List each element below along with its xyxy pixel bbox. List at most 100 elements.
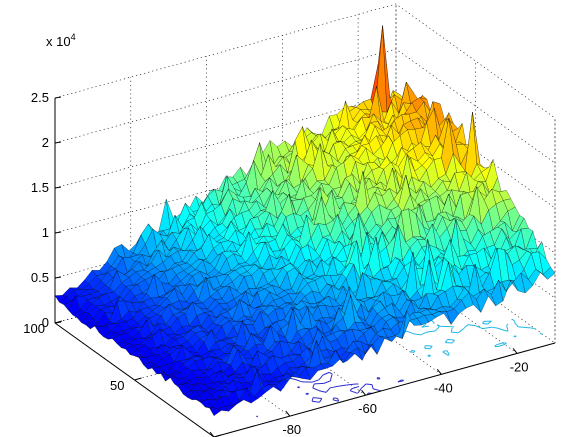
contour-segment (371, 384, 374, 389)
contour-segment (330, 374, 333, 379)
x-tick-mark (361, 389, 366, 396)
tick-labels: 00.511.522.5-100-80-60-40-20050100 (23, 90, 528, 437)
contour-segment (491, 326, 498, 329)
z-tick-label: 1.5 (31, 180, 49, 195)
z-axis-multiplier: x 104 (46, 32, 76, 49)
contour-segment (351, 385, 360, 390)
z-tick-mark (54, 141, 62, 144)
contour-segment (321, 374, 324, 377)
contour-segment (503, 342, 507, 344)
contour-segment (313, 397, 322, 400)
z-tick-label: 1 (42, 225, 49, 240)
contour-segment (349, 388, 353, 392)
y-tick-mark (54, 320, 63, 324)
contour-segment (365, 383, 373, 386)
contour-segment (450, 327, 453, 333)
axes-box (54, 96, 556, 437)
contour-segment (474, 325, 482, 329)
contour-segment (311, 400, 320, 403)
contour-segment (495, 342, 504, 346)
contour-segment (311, 379, 320, 383)
contour-segment (333, 397, 338, 400)
z-tick-mark (54, 231, 62, 234)
contour-segment (357, 387, 362, 394)
contour-segment (372, 388, 382, 392)
contour-segment (346, 383, 356, 386)
contour-segment (451, 339, 455, 344)
surface-mesh (54, 25, 556, 417)
contour-segment (349, 390, 358, 394)
contour-segment (444, 339, 448, 343)
contour-segment (305, 392, 308, 395)
contour-segment (295, 379, 301, 382)
contour-segment (506, 323, 509, 326)
contour-segment (325, 387, 331, 393)
contour-segment (435, 326, 440, 332)
contour-segment (330, 385, 339, 389)
contour-segment (482, 321, 485, 324)
contour-segment (467, 324, 476, 327)
z-tick-label: 0 (42, 315, 49, 330)
contour-segment (522, 326, 531, 329)
contour-segment (323, 380, 331, 384)
contour-segment (311, 397, 314, 402)
contour-segment (512, 319, 515, 322)
contour-segment (446, 350, 450, 355)
contour-segment (514, 322, 519, 328)
x-tick-mark (436, 369, 442, 375)
contour-segment (458, 328, 464, 334)
contour-segment (420, 331, 428, 336)
z-tick-mark (54, 96, 62, 99)
contour-segment (332, 397, 335, 401)
contour-segment (424, 345, 426, 349)
contour-segment (425, 345, 433, 347)
contour-segment (494, 344, 497, 347)
contour-segment (421, 323, 427, 328)
contour-segment (312, 383, 315, 389)
contour-segment (397, 379, 402, 383)
contour-segment (337, 398, 340, 402)
contour-segment (497, 327, 505, 331)
contour-segment (413, 333, 421, 336)
y-tick-label: 50 (110, 378, 124, 393)
contour-segment (406, 330, 414, 335)
contour-segment (426, 330, 436, 333)
contour-segment (483, 326, 492, 330)
contour-segment (319, 398, 323, 403)
x-tick-label: -20 (510, 359, 529, 374)
contour-segment (318, 390, 327, 393)
contour-segment (377, 377, 380, 379)
contour-segment (463, 324, 469, 330)
z-tick-mark (54, 186, 62, 189)
z-tick-label: 2 (42, 135, 49, 150)
grid-line (54, 3, 556, 119)
contour-segment (451, 331, 459, 334)
surface-facet (542, 266, 556, 280)
y-tick-label: 0 (197, 435, 204, 437)
y-tick-mark (134, 377, 142, 381)
axis-line (213, 342, 556, 437)
contour-segment (322, 371, 330, 376)
contour-segment (338, 384, 347, 387)
x-tick-label: -80 (282, 422, 301, 437)
contour-segment (498, 343, 506, 348)
contour-segment (332, 399, 339, 402)
contour-segment (421, 325, 429, 328)
x-tick-label: -60 (358, 401, 377, 416)
contour-segment (312, 387, 319, 392)
contour-segment (424, 347, 430, 350)
y-tick-label: 100 (23, 321, 45, 336)
contour-segment (506, 325, 509, 330)
contour-segment (433, 321, 435, 324)
x-tick-label: -40 (434, 380, 453, 395)
z-tick-label: 0.5 (31, 270, 49, 285)
z-tick-mark (54, 276, 62, 279)
contour-segment (436, 324, 441, 327)
contour-segment (513, 321, 516, 324)
contour-segment (361, 386, 363, 389)
contour-segment (530, 327, 535, 330)
contour-segment (328, 371, 333, 375)
x-tick-mark (285, 410, 291, 417)
contour-segment (361, 383, 367, 388)
